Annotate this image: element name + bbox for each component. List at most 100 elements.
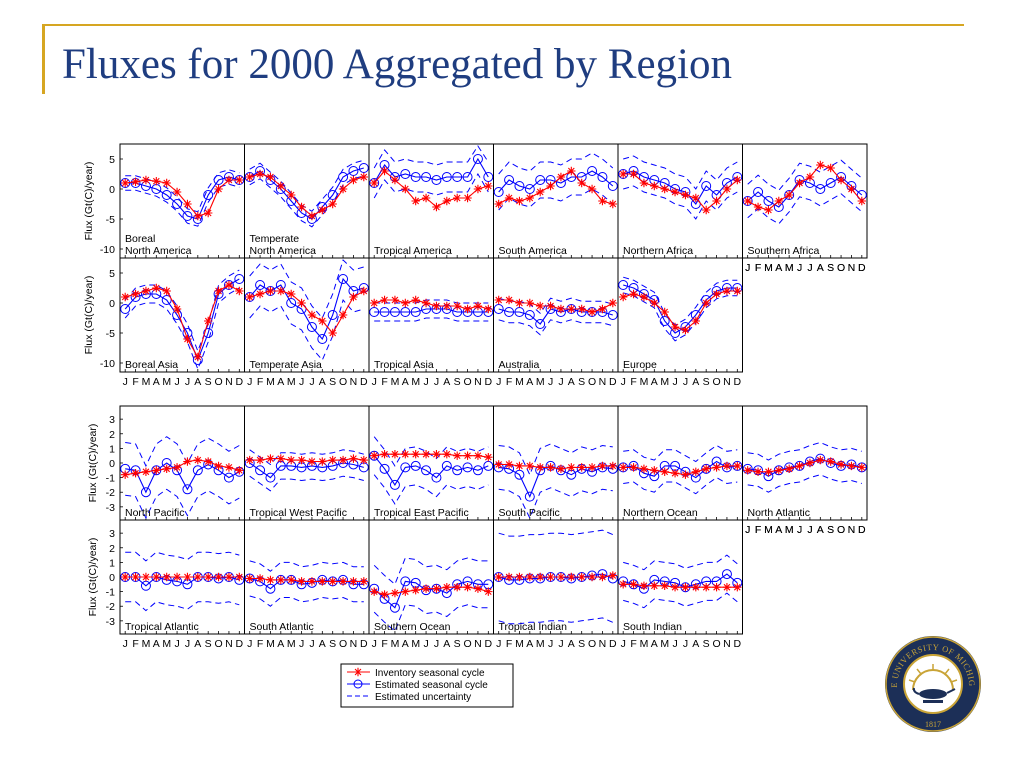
estimated-marker bbox=[524, 184, 535, 194]
inventory-marker bbox=[473, 451, 483, 460]
inventory-marker bbox=[421, 450, 431, 459]
month-tick-label: A bbox=[402, 638, 409, 650]
inventory-marker bbox=[369, 451, 379, 460]
estimated-line bbox=[623, 284, 738, 334]
estimated-marker bbox=[161, 295, 172, 305]
uncertainty-upper-line bbox=[249, 449, 364, 466]
uncertainty-upper-line bbox=[124, 269, 240, 353]
month-tick-label: J bbox=[548, 376, 553, 388]
inventory-marker bbox=[349, 454, 358, 463]
panel-label: Tropical East Pacific bbox=[374, 507, 469, 519]
panel-label: South America bbox=[499, 245, 567, 257]
month-tick-label: D bbox=[858, 262, 866, 274]
inventory-marker bbox=[452, 451, 462, 460]
month-tick-label: A bbox=[319, 376, 326, 388]
inventory-marker bbox=[452, 583, 462, 592]
month-tick-label: J bbox=[807, 524, 812, 536]
month-tick-label: S bbox=[703, 638, 710, 650]
y-tick-label: 3 bbox=[109, 528, 115, 540]
month-tick-label: N bbox=[225, 376, 233, 388]
inventory-marker bbox=[701, 583, 711, 592]
inventory-marker bbox=[380, 590, 389, 599]
inventory-marker bbox=[193, 455, 203, 465]
inventory-marker bbox=[235, 572, 244, 582]
uncertainty-lower-line bbox=[249, 298, 364, 361]
inventory-marker bbox=[618, 580, 628, 589]
month-tick-label: F bbox=[630, 638, 636, 650]
month-tick-label: A bbox=[817, 262, 824, 274]
inventory-marker bbox=[722, 461, 732, 471]
month-tick-label: S bbox=[578, 376, 585, 388]
month-tick-label: N bbox=[474, 376, 482, 388]
uncertainty-lower-line bbox=[125, 601, 240, 612]
inventory-marker bbox=[193, 352, 203, 362]
inventory-marker bbox=[608, 571, 618, 580]
y-tick-label: -5 bbox=[106, 328, 115, 340]
estimated-marker bbox=[400, 576, 411, 587]
inventory-marker bbox=[525, 298, 535, 308]
inventory-marker bbox=[401, 184, 410, 194]
month-tick-label: F bbox=[755, 262, 761, 274]
inventory-marker bbox=[162, 464, 171, 474]
inventory-marker bbox=[816, 160, 825, 170]
region-panel: Australia bbox=[493, 257, 619, 373]
month-tick-label: A bbox=[194, 638, 201, 650]
inventory-marker bbox=[556, 172, 566, 182]
inventory-marker bbox=[411, 196, 420, 206]
inventory-marker bbox=[266, 286, 275, 296]
inventory-marker bbox=[712, 583, 721, 592]
inventory-marker bbox=[691, 583, 701, 592]
y-tick-label: -10 bbox=[100, 358, 115, 370]
inventory-marker bbox=[535, 572, 545, 582]
y-tick-label: 5 bbox=[109, 154, 115, 166]
uncertainty-lower-line bbox=[747, 474, 862, 493]
inventory-marker bbox=[525, 572, 535, 582]
y-tick-label: -1 bbox=[106, 587, 115, 599]
y-axis-label: Flux (Gt(C)/year) bbox=[87, 538, 99, 617]
panel-frame bbox=[368, 405, 494, 521]
inventory-marker bbox=[224, 280, 234, 290]
month-tick-label: J bbox=[185, 376, 190, 388]
estimated-marker bbox=[504, 307, 515, 317]
month-tick-label: J bbox=[123, 638, 128, 650]
estimated-marker bbox=[223, 472, 234, 483]
inventory-marker bbox=[774, 466, 784, 475]
estimated-marker bbox=[763, 196, 774, 206]
inventory-marker bbox=[857, 463, 867, 472]
month-tick-label: M bbox=[142, 638, 151, 650]
inventory-marker bbox=[743, 196, 752, 206]
estimated-marker bbox=[472, 465, 483, 476]
estimated-marker bbox=[452, 172, 463, 182]
estimated-marker bbox=[535, 319, 546, 329]
estimated-marker bbox=[742, 196, 753, 206]
month-tick-label: J bbox=[683, 638, 688, 650]
month-tick-label: A bbox=[277, 638, 284, 650]
estimated-marker bbox=[607, 310, 618, 320]
inventory-marker bbox=[318, 205, 327, 215]
inventory-marker bbox=[141, 467, 151, 476]
inventory-marker bbox=[369, 178, 379, 188]
panel-label: Tropical Atlantic bbox=[125, 621, 199, 633]
inventory-marker bbox=[504, 460, 514, 469]
y-tick-label: 2 bbox=[109, 429, 115, 441]
month-tick-label: A bbox=[692, 376, 699, 388]
inventory-marker bbox=[432, 202, 441, 212]
estimated-marker bbox=[317, 334, 328, 344]
inventory-marker bbox=[203, 457, 213, 466]
inventory-marker bbox=[452, 301, 462, 311]
inventory-marker bbox=[183, 334, 192, 344]
panel-label: South Atlantic bbox=[250, 621, 314, 633]
uncertainty-upper-line bbox=[125, 436, 240, 468]
uncertainty-lower-line bbox=[373, 172, 489, 199]
inventory-marker bbox=[494, 572, 503, 582]
inventory-marker bbox=[618, 169, 628, 179]
uncertainty-lower-line bbox=[373, 604, 489, 632]
month-tick-label: S bbox=[703, 376, 710, 388]
region-panel: Temperate Asia bbox=[244, 257, 370, 373]
inventory-marker bbox=[245, 574, 254, 583]
estimated-marker bbox=[514, 181, 525, 191]
legend-label: Estimated uncertainty bbox=[375, 692, 471, 703]
month-tick-label: N bbox=[848, 262, 856, 274]
inventory-marker bbox=[359, 172, 369, 182]
seal-year: 1817 bbox=[925, 720, 941, 729]
